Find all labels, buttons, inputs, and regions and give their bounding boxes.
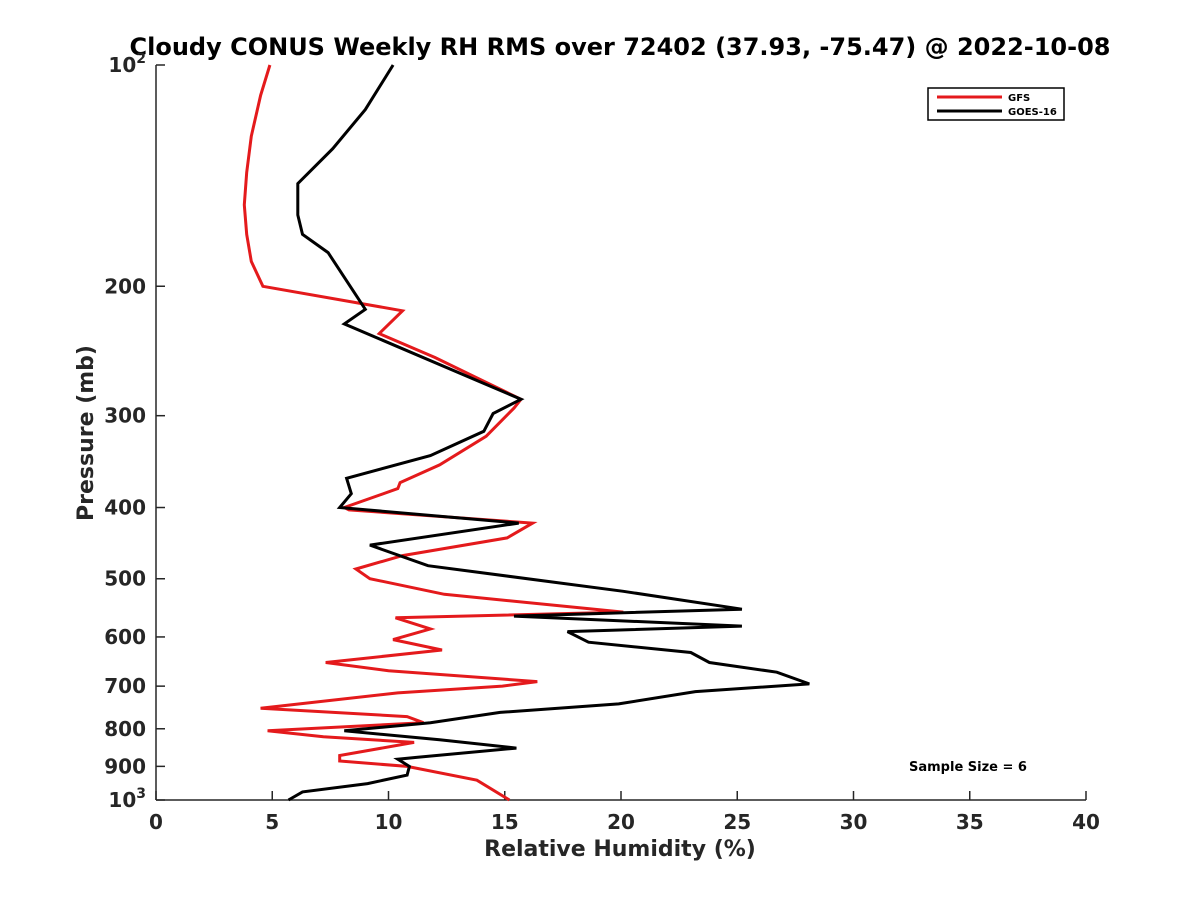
x-tick-label: 0: [149, 810, 163, 834]
y-tick-label: 200: [104, 274, 146, 298]
y-tick-label: 700: [104, 674, 146, 698]
y-axis-label: Pressure (mb): [74, 345, 99, 521]
x-tick-label: 30: [840, 810, 868, 834]
y-tick-label: 500: [104, 567, 146, 591]
x-tick-label: 15: [491, 810, 519, 834]
x-axis-ticks: 0 5 10 15 20 25 30 35 40: [149, 791, 1100, 834]
axes: [155, 65, 1086, 801]
series-layer: [242, 64, 810, 802]
x-axis-label: Relative Humidity (%): [484, 837, 756, 862]
legend: GFS GOES-16: [927, 87, 1065, 121]
y-tick-label: 103: [108, 786, 146, 812]
legend-label-gfs: GFS: [1008, 93, 1030, 104]
x-tick-label: 20: [607, 810, 635, 834]
y-tick-label: 900: [104, 754, 146, 778]
y-tick-label: 800: [104, 717, 146, 741]
y-tick-label: 600: [104, 625, 146, 649]
legend-box: [927, 87, 1065, 121]
series-line-gfs: [242, 64, 624, 802]
x-tick-label: 35: [956, 810, 984, 834]
x-tick-label: 40: [1072, 810, 1100, 834]
y-tick-label: 400: [104, 496, 146, 520]
x-tick-label: 25: [723, 810, 751, 834]
legend-label-goes16: GOES-16: [1008, 107, 1057, 118]
chart-title: Cloudy CONUS Weekly RH RMS over 72402 (3…: [130, 33, 1111, 61]
y-tick-label: 300: [104, 404, 146, 428]
y-axis-ticks: 102 200 300 400 500 600 700 800 900 103: [104, 51, 165, 812]
x-tick-label: 5: [265, 810, 279, 834]
series-line-goes16: [287, 64, 810, 802]
x-tick-label: 10: [375, 810, 403, 834]
y-tick-label: 102: [108, 51, 146, 77]
sample-size-annotation: Sample Size = 6: [909, 760, 1027, 775]
